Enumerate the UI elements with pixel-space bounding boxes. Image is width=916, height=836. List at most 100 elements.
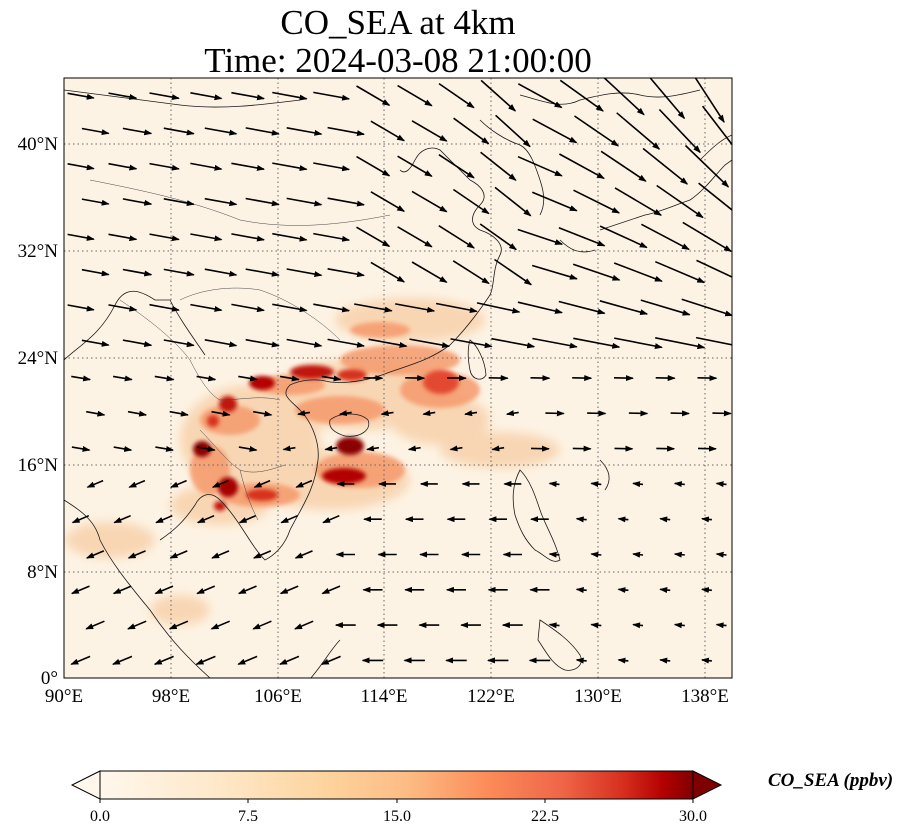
wind-arrow <box>122 339 153 347</box>
wind-arrow <box>641 223 690 251</box>
wind-arrow <box>210 620 231 630</box>
wind-arrow <box>531 191 578 212</box>
wind-arrow <box>170 479 187 488</box>
colorbar-tick-0: 0.0 <box>90 808 110 825</box>
plot-title-line2: Time: 2024-03-08 21:00:00 <box>204 41 592 80</box>
wind-arrow <box>81 198 110 206</box>
wind-arrow <box>168 620 189 630</box>
wind-arrow <box>204 197 238 207</box>
wind-arrow <box>617 516 629 523</box>
wind-arrow <box>327 268 365 278</box>
wind-arrow <box>321 585 341 595</box>
wind-arrow <box>659 516 671 523</box>
wind-arrow <box>149 162 180 171</box>
wind-arrow <box>313 232 351 242</box>
wind-arrow <box>286 197 323 207</box>
wind-arrow <box>313 91 351 101</box>
wind-arrow <box>366 445 380 452</box>
wind-arrow <box>272 303 308 313</box>
wind-arrow <box>452 188 490 215</box>
wind-arrow <box>695 336 732 346</box>
wind-arrow <box>684 144 730 188</box>
wind-arrow <box>590 481 602 488</box>
wind-arrow <box>149 303 180 312</box>
wind-arrow <box>163 268 195 277</box>
wind-arrow <box>112 655 133 666</box>
wind-arrow <box>573 337 621 349</box>
wind-arrow <box>453 117 490 145</box>
wind-arrow <box>237 585 257 595</box>
wind-arrow <box>411 190 448 213</box>
wind-arrow <box>127 620 147 630</box>
wind-arrow <box>338 410 352 417</box>
wind-arrow <box>85 620 105 630</box>
wind-arrow <box>479 223 518 251</box>
wind-arrow <box>438 154 475 179</box>
wind-arrow <box>632 551 644 558</box>
wind-arrow <box>163 127 195 136</box>
wind-arrow <box>395 303 436 313</box>
lat-tick-labels: 0° 8°N 16°N 24°N 32°N 40°N <box>18 134 59 689</box>
colorbar-extend-max <box>692 770 723 800</box>
wind-arrow <box>656 184 704 219</box>
wind-arrow <box>280 514 298 524</box>
wind-arrow <box>163 198 195 206</box>
wind-arrow <box>368 338 408 348</box>
wind-arrow <box>696 259 732 278</box>
wind-arrow <box>86 410 106 417</box>
lon-tick-122: 122°E <box>467 686 515 707</box>
lon-tick-106: 106°E <box>254 686 302 707</box>
wind-arrow <box>245 127 280 136</box>
wind-arrow <box>294 620 314 630</box>
wind-arrow <box>297 410 311 417</box>
wind-arrow <box>701 516 712 523</box>
wind-arrow <box>659 587 671 593</box>
wind-arrow <box>272 232 308 242</box>
wind-arrow <box>71 445 91 452</box>
wind-arrow <box>286 268 323 278</box>
wind-arrow <box>252 620 272 630</box>
wind-arrow <box>397 155 433 177</box>
wind-arrow <box>450 338 493 349</box>
wind-arrow <box>122 268 153 277</box>
wind-arrow <box>81 268 110 277</box>
wind-arrow <box>286 338 323 348</box>
wind-arrow <box>204 339 238 348</box>
wind-arrow <box>559 79 604 112</box>
wind-arrow <box>409 338 451 348</box>
wind-arrow <box>356 85 391 106</box>
wind-arrow <box>590 622 602 629</box>
wind-arrow <box>282 445 296 452</box>
wind-arrow <box>155 514 173 524</box>
wind-arrow <box>517 301 563 314</box>
map-frame <box>63 77 733 679</box>
wind-arrow <box>197 445 216 452</box>
wind-arrow <box>599 225 648 249</box>
wind-arrow <box>632 622 644 629</box>
wind-arrow <box>558 300 606 315</box>
lon-tick-114: 114°E <box>361 686 408 707</box>
wind-arrow <box>356 155 391 177</box>
wind-arrow <box>204 268 238 277</box>
wind-arrow <box>548 481 560 488</box>
wind-arrow <box>324 445 338 452</box>
wind-arrow <box>169 550 188 559</box>
wind-arrow <box>476 302 521 314</box>
wind-arrow <box>113 514 131 524</box>
wind-arrow <box>169 410 189 417</box>
wind-arrow <box>701 657 712 664</box>
wind-arrow <box>573 189 620 214</box>
wind-arrow <box>603 78 645 116</box>
wind-arrow <box>370 120 406 142</box>
wind-arrow <box>211 479 229 488</box>
wind-arrow <box>397 226 433 248</box>
wind-arrow <box>128 479 146 488</box>
wind-arrow <box>422 410 436 417</box>
wind-arrow <box>575 516 587 523</box>
colorbar-label: CO_SEA (ppbv) <box>768 770 894 791</box>
wind-arrow <box>204 127 238 136</box>
wind-arrow <box>231 162 265 171</box>
wind-arrow <box>196 585 216 595</box>
wind-arrow <box>272 91 308 101</box>
wind-arrow <box>231 233 265 242</box>
